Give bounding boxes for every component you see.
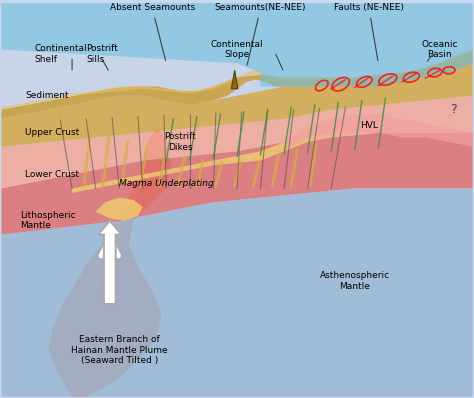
- Text: Upper Crust: Upper Crust: [25, 128, 79, 137]
- Polygon shape: [1, 63, 473, 147]
- Text: HVL: HVL: [360, 121, 378, 130]
- Text: Continental
Slope: Continental Slope: [210, 40, 264, 59]
- Text: Magma Underplating: Magma Underplating: [119, 179, 214, 188]
- Text: Asthenospheric
Mantle: Asthenospheric Mantle: [320, 271, 390, 291]
- Polygon shape: [1, 96, 473, 188]
- Polygon shape: [284, 114, 473, 151]
- Polygon shape: [1, 49, 473, 109]
- Text: Eastern Branch of
Hainan Mantle Plume
(Seaward Tilted ): Eastern Branch of Hainan Mantle Plume (S…: [71, 336, 167, 365]
- Text: Oceanic
Basin: Oceanic Basin: [421, 40, 458, 59]
- Text: Absent Seamounts: Absent Seamounts: [109, 4, 195, 60]
- Polygon shape: [72, 119, 355, 193]
- Polygon shape: [1, 133, 473, 234]
- Polygon shape: [96, 197, 143, 221]
- Text: Seamounts(NE-NEE): Seamounts(NE-NEE): [215, 4, 306, 65]
- Polygon shape: [77, 151, 147, 397]
- Text: Postrift
Sills: Postrift Sills: [86, 45, 118, 64]
- Polygon shape: [1, 3, 473, 86]
- Polygon shape: [231, 70, 238, 89]
- Text: Continental
Shelf: Continental Shelf: [35, 45, 87, 64]
- Polygon shape: [48, 128, 171, 397]
- FancyArrow shape: [98, 221, 121, 304]
- Text: Sediment: Sediment: [25, 91, 68, 100]
- Text: Lower Crust: Lower Crust: [25, 170, 79, 179]
- Text: Postrift
Dikes: Postrift Dikes: [164, 133, 196, 152]
- Text: ?: ?: [450, 103, 457, 116]
- Polygon shape: [1, 49, 473, 119]
- Polygon shape: [1, 3, 473, 397]
- Polygon shape: [1, 188, 473, 397]
- Text: Lithospheric
Mantle: Lithospheric Mantle: [20, 211, 76, 230]
- Text: Faults (NE-NEE): Faults (NE-NEE): [334, 4, 404, 60]
